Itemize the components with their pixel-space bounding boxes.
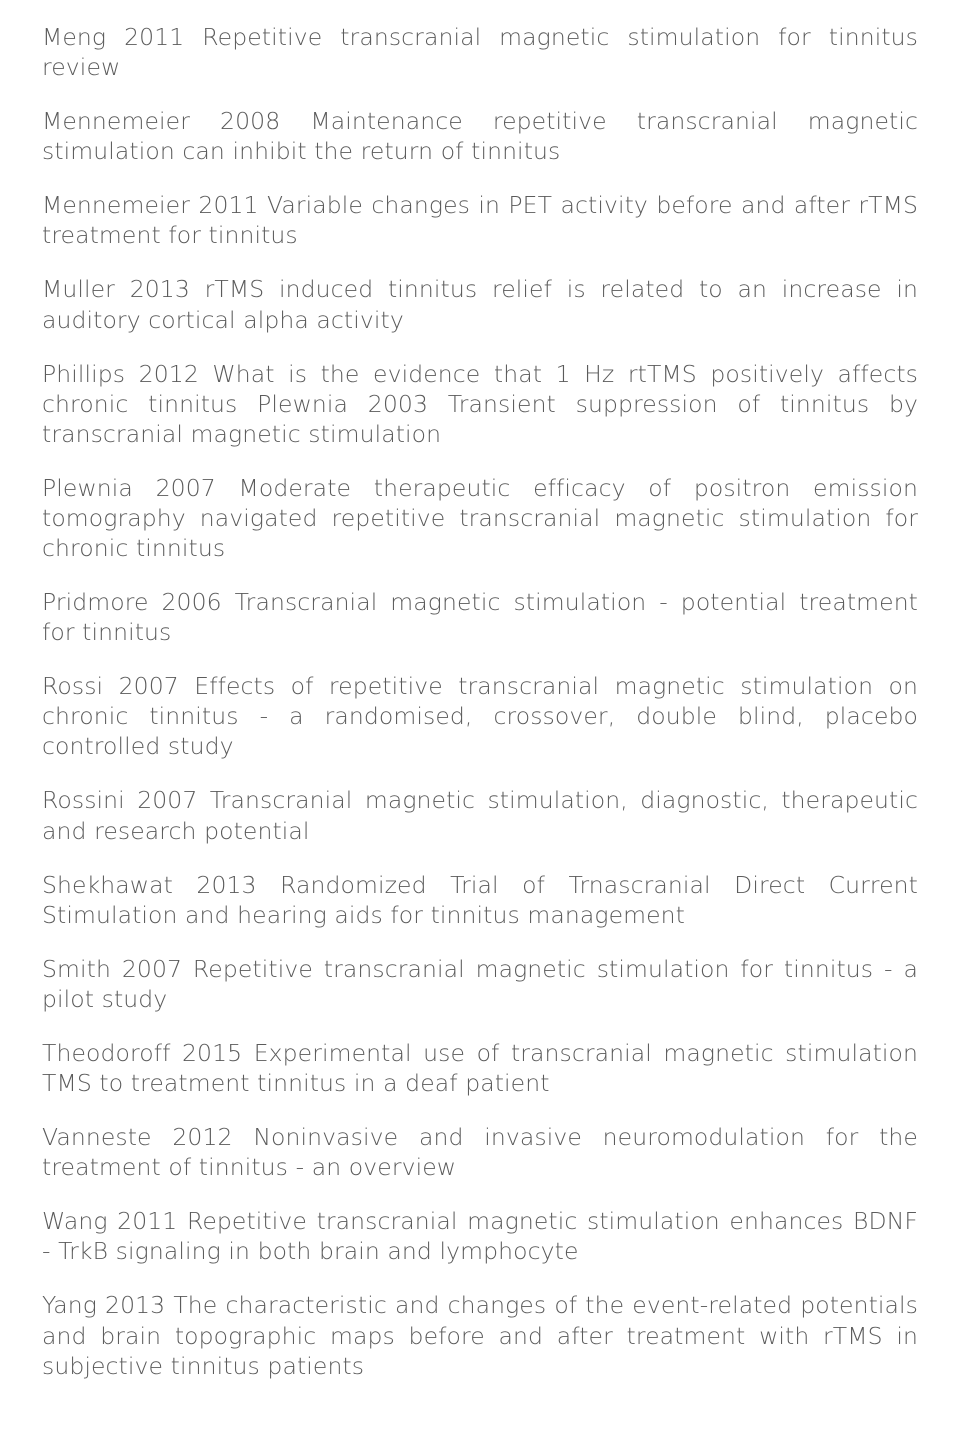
reference-entry: Rossi 2007 Effects of repetitive transcr… [42, 671, 918, 761]
reference-entry: Pridmore 2006 Transcranial magnetic stim… [42, 587, 918, 647]
reference-entry: Phillips 2012 What is the evidence that … [42, 359, 918, 449]
reference-entry: Rossini 2007 Transcranial magnetic stimu… [42, 785, 918, 845]
reference-entry: Wang 2011 Repetitive transcranial magnet… [42, 1206, 918, 1266]
reference-entry: Smith 2007 Repetitive transcranial magne… [42, 954, 918, 1014]
reference-entry: Muller 2013 rTMS induced tinnitus relief… [42, 274, 918, 334]
document-page: Meng 2011 Repetitive transcranial magnet… [0, 0, 960, 1445]
reference-entry: Theodoroff 2015 Experimental use of tran… [42, 1038, 918, 1098]
reference-entry: Plewnia 2007 Moderate therapeutic effica… [42, 473, 918, 563]
reference-entry: Shekhawat 2013 Randomized Trial of Trnas… [42, 870, 918, 930]
reference-entry: Vanneste 2012 Noninvasive and invasive n… [42, 1122, 918, 1182]
reference-entry: Mennemeier 2008 Maintenance repetitive t… [42, 106, 918, 166]
reference-entry: Meng 2011 Repetitive transcranial magnet… [42, 22, 918, 82]
reference-entry: Mennemeier 2011 Variable changes in PET … [42, 190, 918, 250]
reference-entry: Yang 2013 The characteristic and changes… [42, 1290, 918, 1380]
